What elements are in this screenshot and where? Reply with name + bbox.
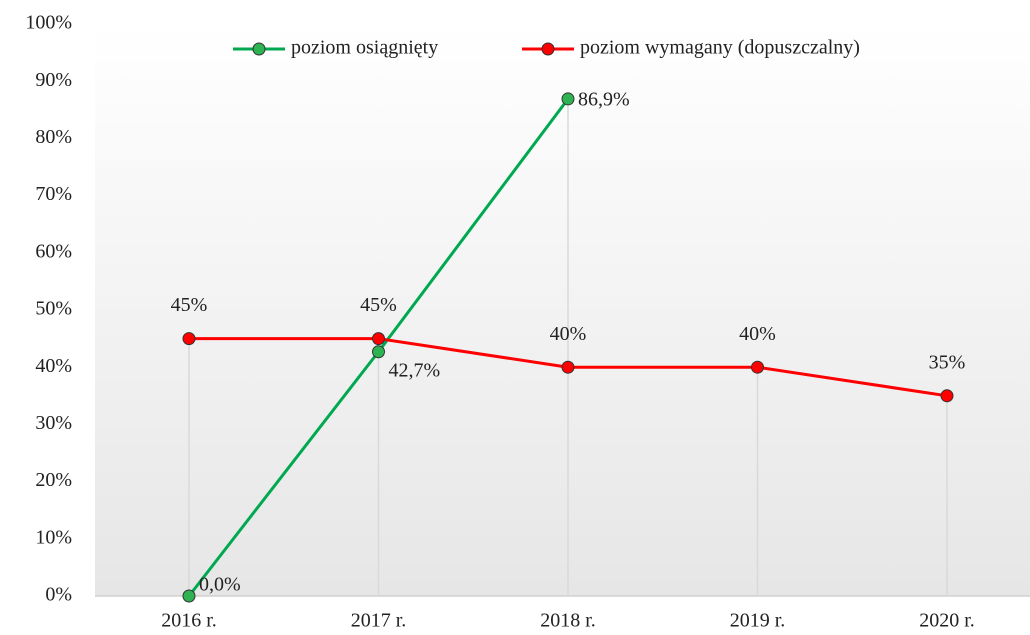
- data-label: 45%: [171, 294, 208, 316]
- y-tick-label: 80%: [35, 126, 72, 148]
- y-tick-label: 0%: [45, 584, 72, 606]
- marker: [561, 360, 575, 374]
- y-tick-label: 30%: [35, 412, 72, 434]
- x-tick-label: 2016 r.: [161, 610, 217, 632]
- plot-background: [95, 24, 1030, 596]
- y-tick-label: 20%: [35, 469, 72, 491]
- data-label: 35%: [929, 351, 966, 373]
- x-tick-label: 2018 r.: [540, 610, 596, 632]
- marker: [372, 332, 385, 346]
- data-label: 0,0%: [199, 574, 241, 596]
- y-tick-label: 10%: [35, 526, 72, 548]
- x-tick-label: 2019 r.: [730, 610, 786, 632]
- x-tick-label: 2017 r.: [351, 610, 407, 632]
- marker: [940, 389, 954, 403]
- data-label: 40%: [739, 323, 776, 345]
- y-tick-label: 60%: [35, 240, 72, 262]
- data-label: 86,9%: [578, 89, 630, 111]
- marker: [561, 92, 575, 106]
- data-label: 40%: [550, 323, 587, 345]
- data-label: 45%: [360, 294, 397, 316]
- y-tick-label: 100%: [25, 12, 72, 34]
- legend-label: poziom wymagany (dopuszczalny): [580, 37, 860, 59]
- marker: [182, 332, 196, 346]
- y-tick-label: 40%: [35, 355, 72, 377]
- marker: [751, 360, 764, 374]
- y-tick-label: 90%: [35, 69, 72, 91]
- data-label: 42,7%: [389, 359, 441, 381]
- x-tick-label: 2020 r.: [919, 610, 975, 632]
- legend-label: poziom osiągnięty: [291, 37, 438, 59]
- y-tick-label: 70%: [35, 183, 72, 205]
- legend-marker: [252, 42, 266, 56]
- y-tick-label: 50%: [35, 298, 72, 320]
- marker: [182, 589, 196, 603]
- legend-marker: [541, 42, 555, 56]
- marker: [372, 345, 385, 359]
